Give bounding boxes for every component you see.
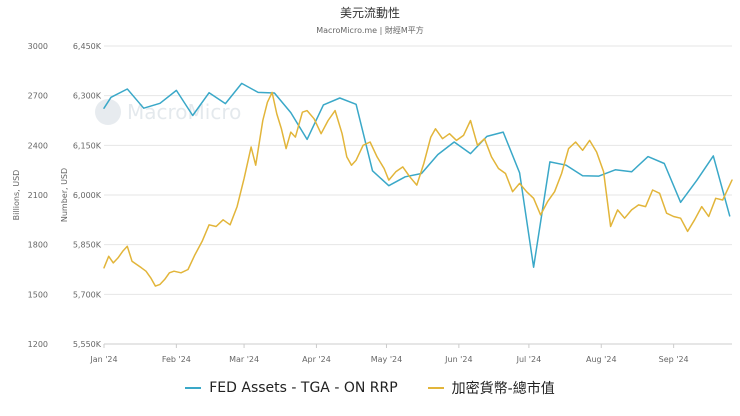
x-tick-label: Mar '24 [229,355,259,364]
series-line-crypto-market-cap [103,91,733,287]
right-axis-title: Number, USD [60,168,69,222]
legend-item-crypto[interactable]: 加密貨幣-總市值 [427,378,555,398]
series-line-fed-assets [103,82,731,268]
legend-label-crypto: 加密貨幣-總市值 [451,381,555,397]
left-tick-label: 2700 [28,92,48,101]
x-tick-label: Aug '24 [586,355,617,364]
x-tick-label: Jan '24 [89,355,117,364]
left-axis-title: Billions, USD [12,170,21,221]
right-tick-label: 6,150K [73,141,102,150]
grid-lines [104,45,732,345]
x-tick-label: Feb '24 [162,355,191,364]
left-axis-ticks: 3000 2700 2400 2100 1800 1500 1200 [28,42,48,349]
left-tick-label: 1500 [28,290,48,299]
right-tick-label: 6,000K [73,191,102,200]
left-tick-label: 2100 [28,191,48,200]
right-tick-label: 5,550K [73,340,102,349]
chart-title: 美元流動性 [340,6,400,20]
x-axis-ticks: Jan '24 Feb '24 Mar '24 Apr '24 May '24 Jun '… [89,344,689,364]
x-tick-label: Jul '24 [516,355,542,364]
right-tick-label: 5,850K [73,241,102,250]
watermark-text: MacroMicro [127,100,241,124]
right-tick-label: 5,700K [73,290,102,299]
left-tick-label: 2400 [28,141,48,150]
right-axis-ticks: 6,450K 6,300K 6,150K 6,000K 5,850K 5,700K 5,55… [73,42,102,349]
chart-subtitle: MacroMicro.me | 財經M平方 [316,25,424,35]
x-tick-label: Jun '24 [444,355,472,364]
x-tick-label: Sep '24 [659,355,689,364]
left-tick-label: 1800 [28,241,48,250]
left-tick-label: 1200 [28,340,48,349]
watermark: MacroMicro [95,99,241,125]
legend-swatch-fed-assets [185,387,202,389]
x-tick-label: May '24 [371,355,402,364]
right-tick-label: 6,450K [73,42,102,51]
x-tick-label: Apr '24 [302,355,331,364]
watermark-logo-icon [95,99,121,125]
legend-item-fed-assets[interactable]: FED Assets - TGA - ON RRP [185,378,398,398]
chart-legend: FED Assets - TGA - ON RRP 加密貨幣-總市值 [0,378,740,398]
series-lines [103,82,733,287]
legend-label-fed-assets: FED Assets - TGA - ON RRP [209,380,398,396]
right-tick-label: 6,300K [73,92,102,101]
legend-swatch-crypto [427,387,444,389]
left-tick-label: 3000 [28,42,48,51]
